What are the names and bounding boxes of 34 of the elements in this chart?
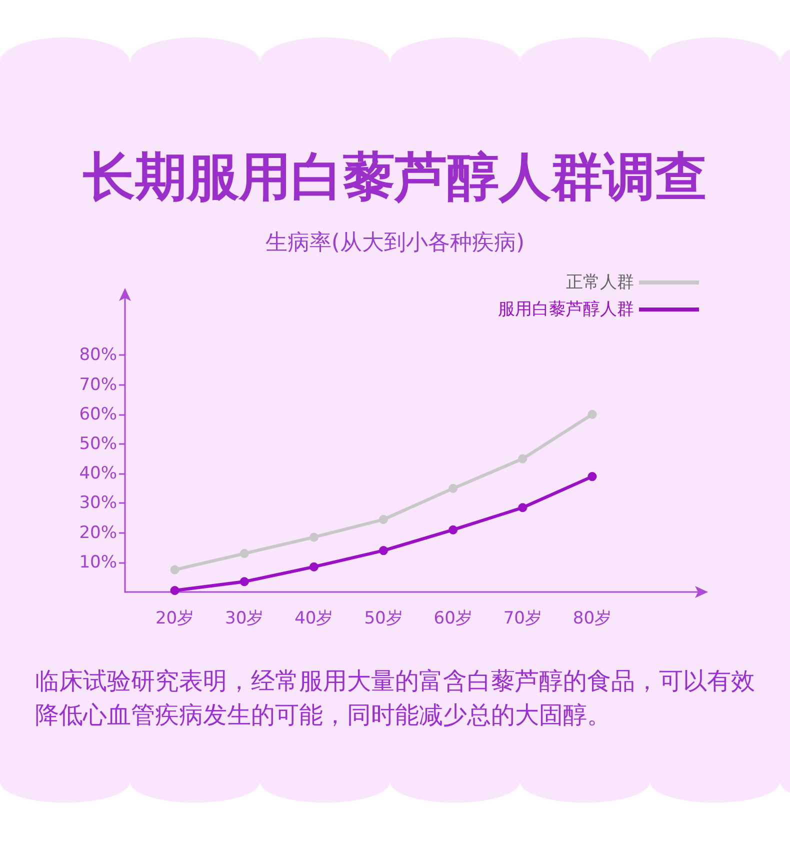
point [448,484,458,493]
x-tick-label: 30岁 [225,608,264,628]
point [518,454,528,464]
point [309,532,318,542]
x-tick-label: 70岁 [503,608,542,628]
point [379,514,388,524]
legend-label: 正常人群 [566,272,634,292]
y-tick-label: 10% [79,552,117,572]
x-tick-label: 40岁 [294,608,334,628]
point [309,562,318,572]
x-tick-label: 50岁 [364,608,403,628]
y-tick-label: 60% [79,404,117,424]
y-tick-label: 30% [79,493,117,514]
y-tick-label: 70% [79,374,117,395]
point [518,503,528,512]
x-tick-label: 20岁 [155,608,194,628]
x-tick-label: 80岁 [572,608,612,628]
chart-subtitle: 生病率(从大到小各种疾病) [265,230,525,256]
point [588,410,597,419]
x-tick-label: 60岁 [434,608,472,628]
point [448,525,458,534]
y-tick-label: 40% [79,464,117,484]
point [379,546,388,556]
legend-label: 服用白藜芦醇人群 [498,300,634,320]
y-tick-label: 80% [79,345,117,366]
text: 临床试验研究表明，经常服用大量的富含白藜芦醇的食品，可以有效降低心血管疾病发生的可能，同时能减少总的大固醇。 [35,666,756,731]
point [240,577,249,586]
point [240,549,249,558]
y-tick-label: 20% [79,522,117,543]
chart-title: 长期服用白藜芦醇人群调查 [83,146,707,208]
point [170,586,180,596]
y-tick-label: 50% [79,434,117,454]
point [170,565,180,574]
point [588,472,597,482]
